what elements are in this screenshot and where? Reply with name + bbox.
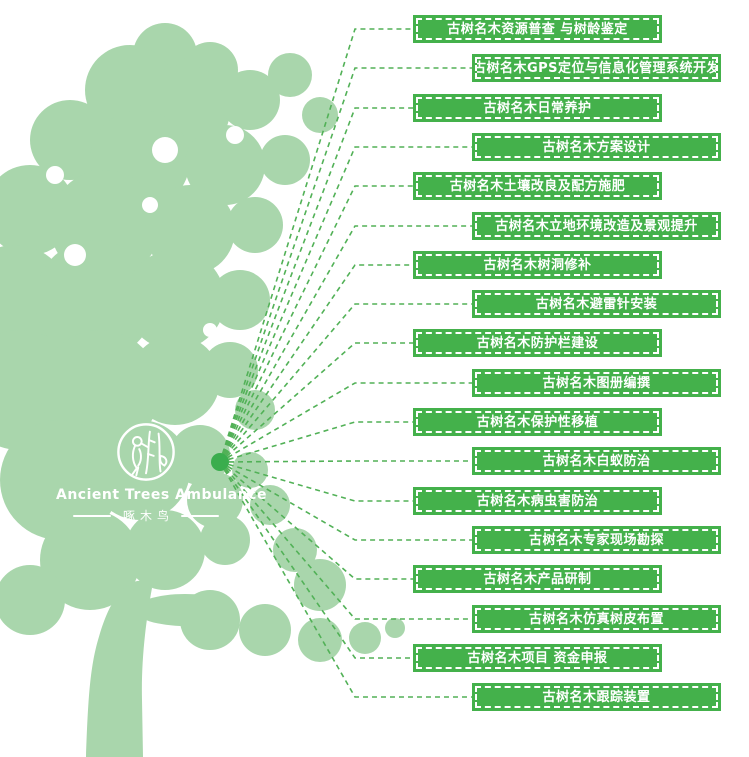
service-box-label: 古树名木立地环境改造及景观提升 (495, 218, 698, 234)
service-box-label: 古树名木树洞修补 (483, 257, 592, 273)
connector-line (219, 28, 413, 463)
connector-line (219, 461, 472, 541)
service-box-16: 古树名木仿真树皮布置 (472, 605, 721, 633)
service-box-label: 古树名木防护栏建设 (476, 335, 599, 351)
service-box-6: 古树名木立地环境改造及景观提升 (472, 212, 721, 240)
connector-line (219, 146, 472, 463)
logo-subtitle: 啄木鸟 (122, 509, 174, 523)
service-box-dashed-border: 古树名木方案设计 (475, 136, 718, 158)
service-box-10: 古树名木图册编撰 (472, 369, 721, 397)
service-box-label: 古树名木图册编撰 (542, 375, 651, 391)
service-box-label: 古树名木GPS定位与信息化管理系统开发 (475, 60, 718, 76)
service-box-dashed-border: 古树名木保护性移植 (416, 411, 659, 433)
connector-line (219, 67, 472, 463)
service-box-dashed-border: 古树名木土壤改良及配方施肥 (416, 175, 659, 197)
service-box-dashed-border: 古树名木产品研制 (416, 568, 659, 590)
service-box-dashed-border: 古树名木专家现场勘探 (475, 529, 718, 551)
service-box-13: 古树名木病虫害防治 (413, 487, 662, 515)
service-box-7: 古树名木树洞修补 (413, 251, 662, 279)
connector-line (219, 461, 413, 580)
service-box-dashed-border: 古树名木项目 资金申报 (416, 647, 659, 669)
service-box-dashed-border: 古树名木避雷针安装 (475, 293, 718, 315)
service-box-1: 古树名木资源普查 与树龄鉴定 (413, 15, 662, 43)
service-box-5: 古树名木土壤改良及配方施肥 (413, 172, 662, 200)
woodpecker-logo-icon (117, 423, 175, 481)
service-box-label: 古树名木资源普查 与树龄鉴定 (447, 21, 628, 37)
service-box-dashed-border: 古树名木白蚁防治 (475, 450, 718, 472)
service-box-dashed-border: 古树名木防护栏建设 (416, 332, 659, 354)
service-box-dashed-border: 古树名木立地环境改造及景观提升 (475, 215, 718, 237)
logo-subtitle-row: 啄木鸟 (56, 507, 236, 524)
connector-line (219, 107, 413, 463)
service-box-17: 古树名木项目 资金申报 (413, 644, 662, 672)
service-box-label: 古树名木项目 资金申报 (467, 650, 608, 666)
subtitle-right-dash (181, 514, 219, 517)
service-box-label: 古树名木日常养护 (483, 100, 592, 116)
connector-line (219, 461, 472, 620)
service-box-dashed-border: 古树名木树洞修补 (416, 254, 659, 276)
connector-line (219, 303, 472, 463)
service-box-4: 古树名木方案设计 (472, 133, 721, 161)
service-box-label: 古树名木产品研制 (483, 571, 592, 587)
service-box-label: 古树名木仿真树皮布置 (528, 611, 664, 627)
service-box-dashed-border: 古树名木跟踪装置 (475, 686, 718, 708)
service-box-14: 古树名木专家现场勘探 (472, 526, 721, 554)
service-box-dashed-border: 古树名木日常养护 (416, 97, 659, 119)
connector-line (219, 421, 413, 463)
service-box-label: 古树名木方案设计 (542, 139, 651, 155)
connector-line (219, 461, 413, 502)
service-box-label: 古树名木保护性移植 (476, 414, 599, 430)
logo-title: Ancient Trees Ambulance (56, 487, 267, 503)
service-box-label: 古树名木白蚁防治 (542, 453, 651, 469)
service-box-label: 古树名木土壤改良及配方施肥 (449, 178, 626, 194)
service-box-dashed-border: 古树名木资源普查 与树龄鉴定 (416, 18, 659, 40)
service-box-15: 古树名木产品研制 (413, 565, 662, 593)
service-box-9: 古树名木防护栏建设 (413, 329, 662, 357)
service-box-8: 古树名木避雷针安装 (472, 290, 721, 318)
service-box-11: 古树名木保护性移植 (413, 408, 662, 436)
service-box-label: 古树名木避雷针安装 (535, 296, 658, 312)
service-box-dashed-border: 古树名木GPS定位与信息化管理系统开发 (475, 57, 718, 79)
hub-dot (211, 453, 229, 471)
service-box-dashed-border: 古树名木图册编撰 (475, 372, 718, 394)
service-box-3: 古树名木日常养护 (413, 94, 662, 122)
connector-line (219, 461, 413, 659)
connector-line (219, 382, 472, 463)
connector-line (219, 461, 472, 698)
logo: Ancient Trees Ambulance 啄木鸟 (56, 421, 267, 524)
service-box-2: 古树名木GPS定位与信息化管理系统开发 (472, 54, 721, 82)
service-box-12: 古树名木白蚁防治 (472, 447, 721, 475)
service-box-dashed-border: 古树名木病虫害防治 (416, 490, 659, 512)
connector-line (219, 264, 413, 463)
connector-line (219, 225, 472, 463)
service-box-18: 古树名木跟踪装置 (472, 683, 721, 711)
connector-line (219, 185, 413, 463)
connector-line (219, 342, 413, 463)
subtitle-left-dash (72, 514, 111, 517)
connector-line (219, 460, 472, 463)
service-box-dashed-border: 古树名木仿真树皮布置 (475, 608, 718, 630)
service-box-label: 古树名木病虫害防治 (476, 493, 599, 509)
service-box-label: 古树名木专家现场勘探 (528, 532, 664, 548)
service-box-label: 古树名木跟踪装置 (542, 689, 651, 705)
